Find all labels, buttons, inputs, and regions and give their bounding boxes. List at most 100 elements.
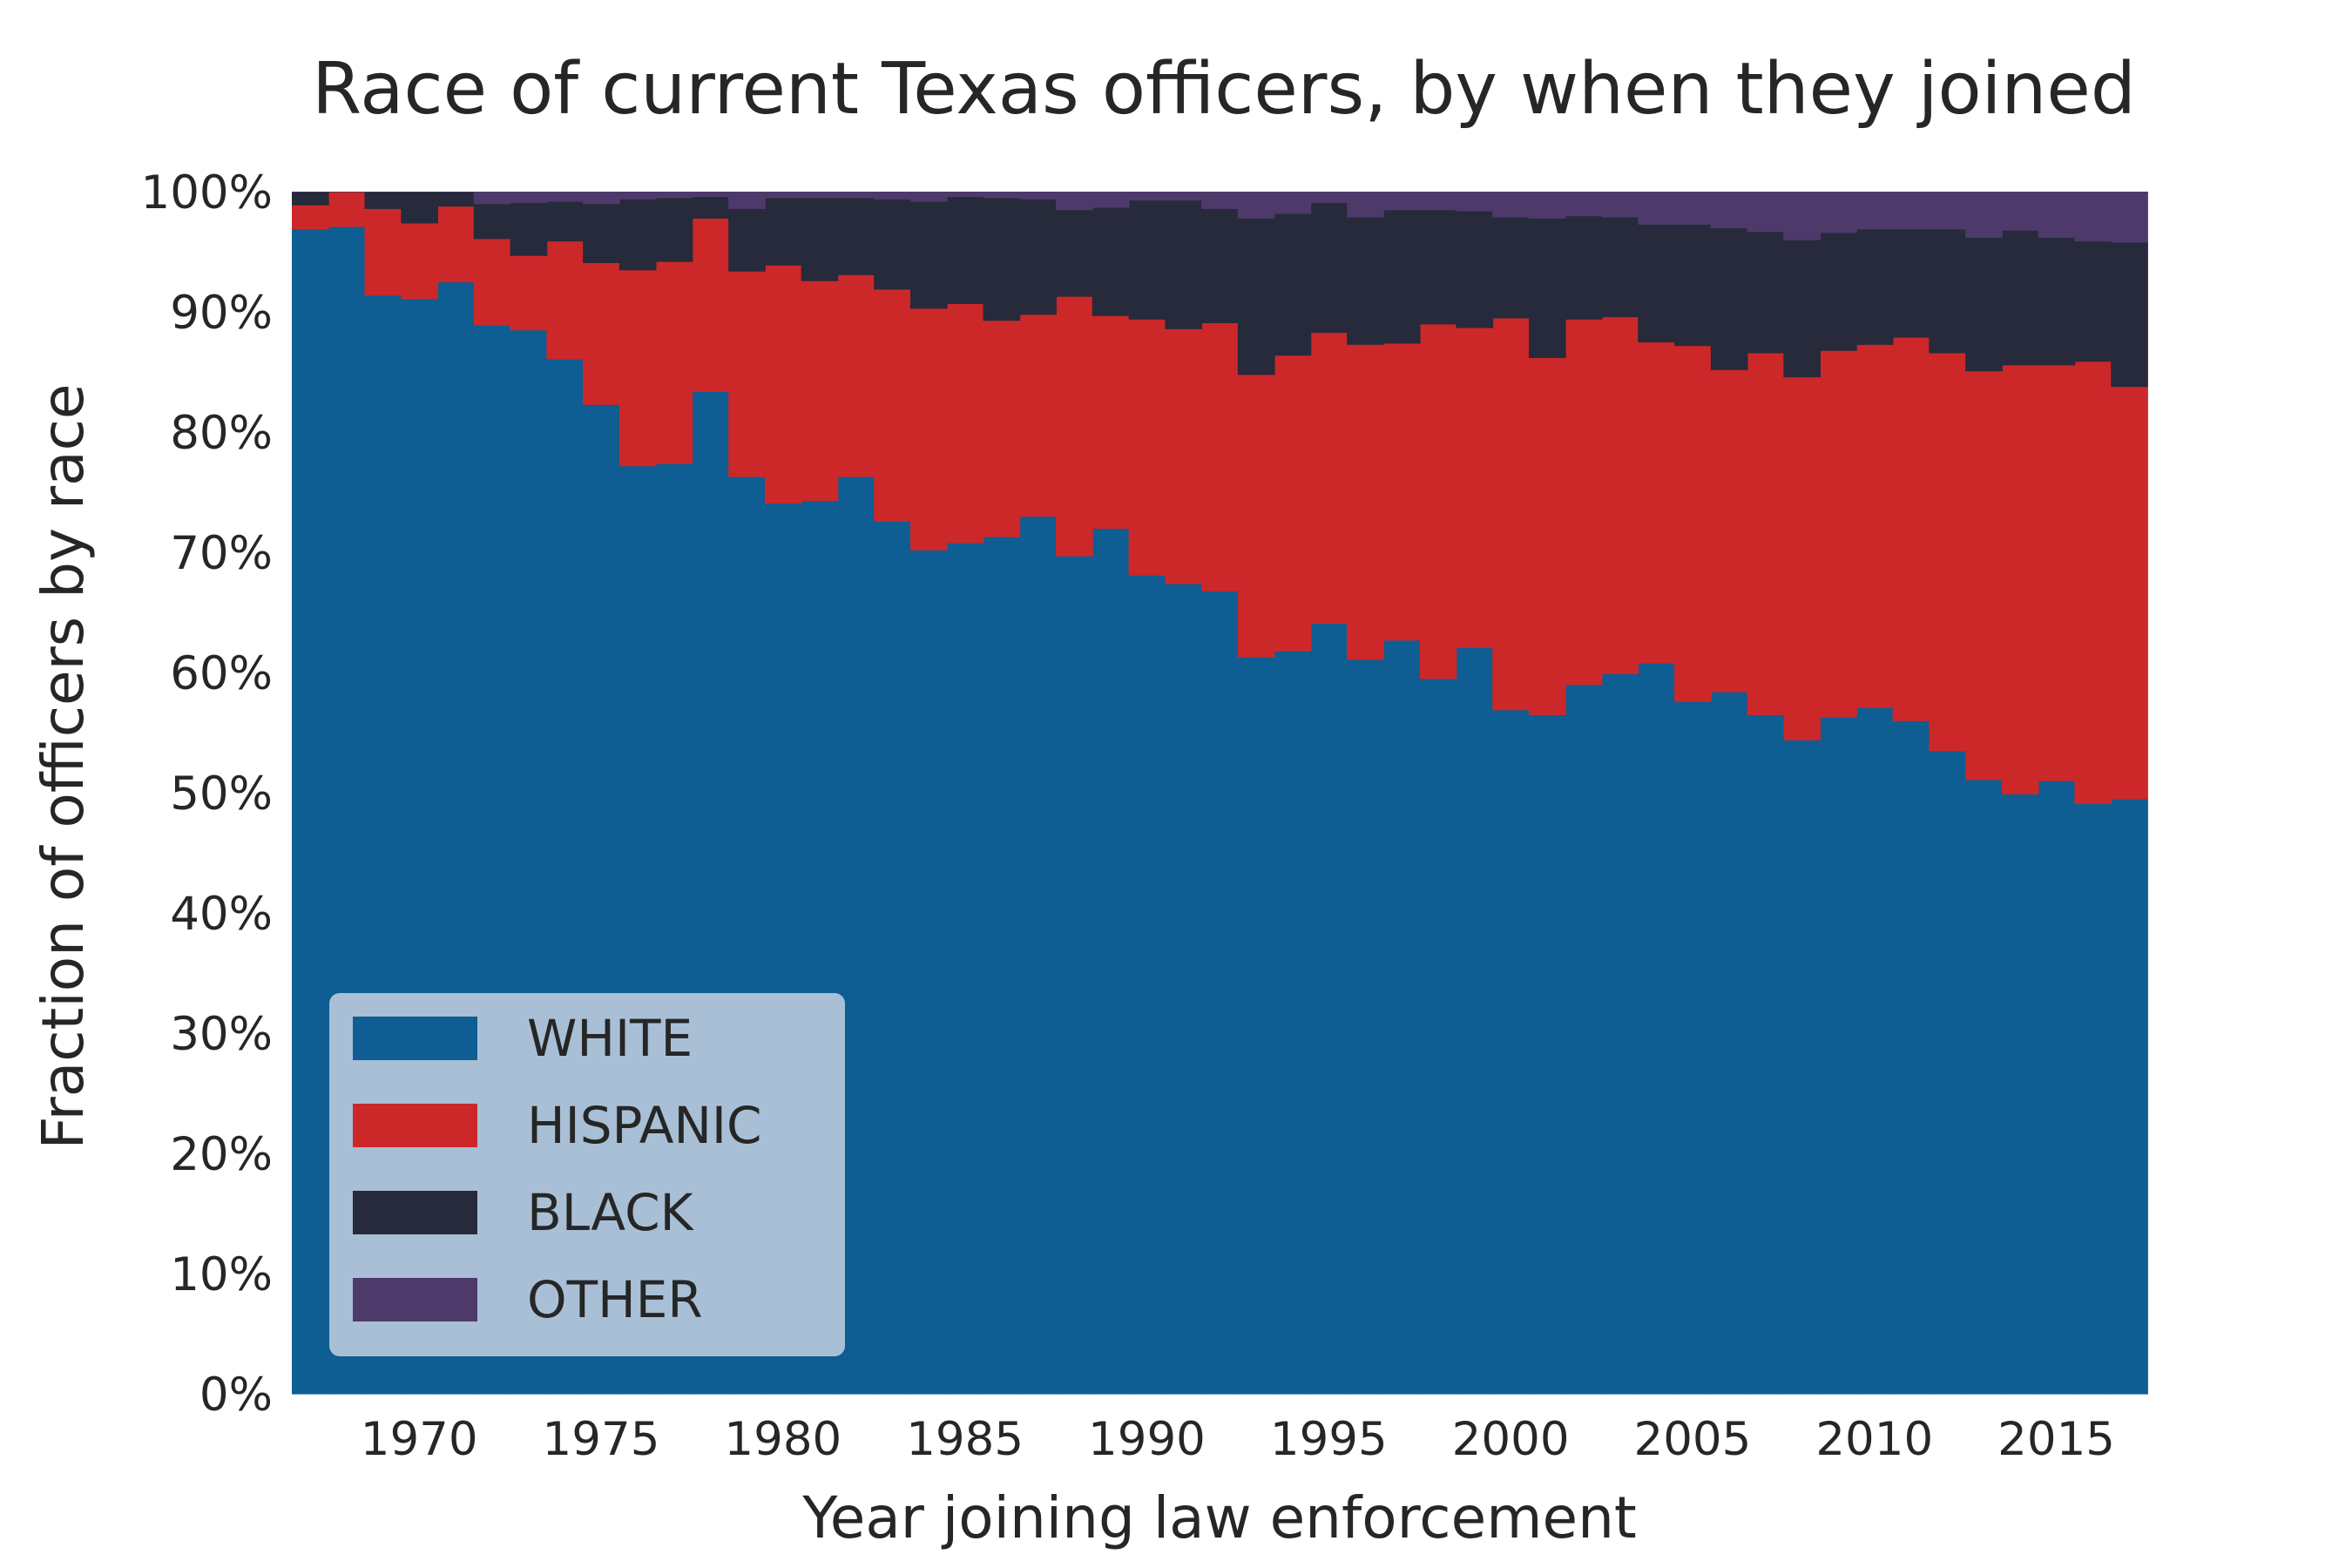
area-step-other [1892,192,1930,230]
legend: WHITE HISPANIC BLACK OTHER [329,993,845,1356]
area-step-hispanic [2111,386,2148,800]
area-step-white [1274,651,1312,1395]
area-step-black [1201,208,1239,324]
area-step-black [1237,218,1275,375]
series-hispanic [292,192,2148,805]
area-step-white [1165,583,1203,1395]
area-step-black [1638,224,1675,343]
area-step-other [1710,192,1748,228]
area-step-hispanic [946,303,984,544]
area-step-black [1892,228,1930,338]
area-step-white [1237,657,1275,1395]
area-step-black [1747,231,1785,354]
area-step-hispanic [1347,344,1384,660]
area-step-black [2111,241,2148,388]
area-step-black [1710,227,1748,370]
area-step-hispanic [618,269,657,467]
area-step-hispanic [1492,317,1530,711]
x-axis-ticks: 1970 1975 1980 1985 1990 1995 2000 2005 2010 2015 [361,1413,2115,1466]
area-step-other [1965,192,2003,239]
area-step-white [1492,709,1530,1395]
x-tick-label: 1975 [543,1413,660,1466]
area-step-white [1310,623,1348,1395]
area-step-hispanic [510,255,548,331]
area-step-other [1382,192,1421,211]
area-step-hispanic [1274,355,1312,652]
area-step-hispanic [874,288,911,522]
y-tick-label: 30% [170,1008,273,1061]
area-step-black [801,197,839,281]
area-step-white [1019,516,1057,1395]
x-tick-label: 2000 [1452,1413,1570,1466]
x-tick-label: 1995 [1270,1413,1388,1466]
area-step-black [946,196,984,304]
y-tick-label: 70% [170,527,273,580]
legend-swatch [353,1104,477,1147]
area-step-black [437,192,475,207]
area-step-white [1710,692,1748,1395]
area-step-white [1201,591,1239,1395]
area-step-black [292,192,329,206]
area-step-hispanic [2001,364,2039,794]
legend-box [329,993,845,1356]
area-step-white [1456,647,1494,1395]
area-step-other [1128,192,1166,201]
area-step-black [2038,237,2076,366]
area-step-hispanic [655,261,693,464]
area-step-hispanic [1092,315,1130,529]
y-tick-label: 10% [170,1248,273,1301]
area-step-other [583,192,620,205]
area-step-black [618,199,657,271]
area-step-other [618,192,657,199]
y-tick-label: 20% [170,1128,273,1181]
area-step-other [1855,192,1894,230]
area-step-black [983,197,1021,321]
legend-label: BLACK [527,1183,695,1242]
area-step-white [2038,781,2076,1395]
legend-swatch [353,1017,477,1060]
area-step-white [1565,684,1603,1395]
area-step-other [1456,192,1494,212]
area-step-black [1601,216,1639,318]
area-step-hispanic [1165,328,1203,585]
area-step-other [1783,192,1821,240]
area-step-other [292,192,329,193]
area-step-hispanic [292,205,329,230]
area-step-white [1965,779,2003,1395]
area-step-hispanic [1237,374,1275,658]
legend-label: OTHER [527,1270,703,1329]
area-step-other [437,192,475,193]
area-step-black [764,197,802,266]
area-step-black [1783,240,1821,378]
area-step-black [401,192,438,224]
area-step-hispanic [1892,336,1930,721]
area-step-black [1965,237,2003,372]
area-step-black [1019,199,1057,315]
area-step-other [801,192,839,199]
area-step-hispanic [1638,341,1675,664]
area-step-hispanic [1710,369,1748,693]
area-step-white [1056,556,1093,1395]
area-step-hispanic [1056,296,1093,557]
series-other [292,192,2148,243]
area-step-hispanic [473,238,511,326]
area-step-hispanic [1019,314,1057,517]
area-step-other [1638,192,1675,225]
area-step-black [692,196,730,219]
legend-entry-white: WHITE [353,1009,693,1068]
area-step-white [1855,707,1894,1395]
area-step-other [1492,192,1530,218]
area-step-other [1529,192,1566,219]
x-tick-label: 1990 [1088,1413,1206,1466]
area-step-other [2074,192,2112,242]
area-step-black [1347,216,1384,345]
area-step-black [874,199,911,290]
area-step-other [1092,192,1130,208]
area-step-other [1165,192,1203,201]
area-step-other [946,192,984,198]
x-tick-label: 1980 [724,1413,841,1466]
legend-swatch [353,1191,477,1234]
area-step-other [1237,192,1275,219]
area-step-white [1128,575,1166,1395]
